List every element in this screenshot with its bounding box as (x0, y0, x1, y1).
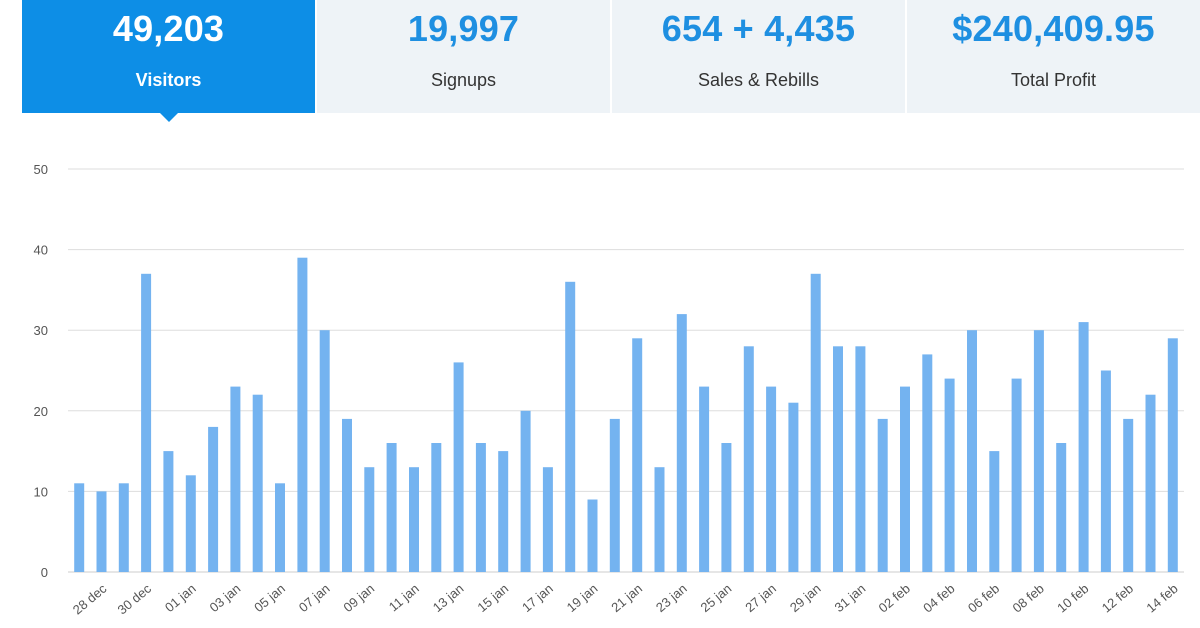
x-tick-label: 06 feb (965, 581, 1002, 616)
bar-09-feb[interactable] (1056, 443, 1067, 572)
x-tick-label: 02 feb (876, 581, 913, 616)
bar-04-feb[interactable] (944, 378, 955, 572)
bar-17-jan[interactable] (542, 467, 553, 572)
bar-08-feb[interactable] (1033, 330, 1044, 572)
bar-11-jan[interactable] (409, 467, 419, 572)
tab-sales-rebills-value: 654 + 4,435 (661, 8, 856, 49)
bar-30-jan[interactable] (833, 346, 843, 572)
x-tick-label: 05 jan (251, 581, 288, 615)
y-tick-label: 50 (34, 162, 48, 177)
bar-02-feb[interactable] (900, 386, 910, 572)
bar-30-dec[interactable] (141, 273, 152, 572)
x-tick-label: 19 jan (564, 581, 601, 615)
bar-27-dec[interactable] (74, 483, 85, 572)
bar-16-jan[interactable] (520, 410, 531, 572)
bar-10-feb[interactable] (1078, 322, 1089, 572)
x-tick-label: 07 jan (296, 581, 333, 615)
bar-28-jan[interactable] (788, 402, 799, 572)
x-tick-label: 10 feb (1054, 581, 1091, 616)
bar-28-dec[interactable] (96, 491, 107, 572)
tab-visitors[interactable]: 49,203 Visitors (22, 0, 315, 122)
bar-09-jan[interactable] (364, 467, 375, 572)
bar-18-jan[interactable] (565, 281, 576, 572)
x-tick-label: 04 feb (920, 581, 957, 616)
bar-01-feb[interactable] (877, 418, 888, 572)
metric-tabs: 49,203 Visitors 19,997 Signups 654 + 4,4… (22, 0, 1200, 122)
tab-visitors-value: 49,203 (112, 8, 225, 49)
bar-24-jan[interactable] (699, 386, 710, 572)
y-tick-label: 30 (34, 323, 48, 338)
bar-21-jan[interactable] (632, 338, 643, 572)
bar-03-jan[interactable] (230, 386, 241, 572)
tab-sales-rebills[interactable]: 654 + 4,435 Sales & Rebills (612, 0, 905, 113)
bar-12-feb[interactable] (1123, 418, 1134, 572)
bar-27-jan[interactable] (766, 386, 777, 572)
x-tick-label: 11 jan (386, 581, 422, 615)
x-tick-label: 03 jan (207, 581, 244, 615)
y-tick-label: 20 (34, 404, 48, 419)
tab-signups-value: 19,997 (407, 8, 520, 49)
x-tick-label: 13 jan (430, 581, 467, 615)
x-tick-label: 23 jan (653, 581, 690, 615)
tab-signups-label: Signups (430, 70, 497, 90)
bar-07-jan[interactable] (319, 330, 330, 572)
bar-12-jan[interactable] (431, 443, 442, 572)
x-tick-label: 29 jan (787, 581, 824, 615)
x-tick-label: 12 feb (1099, 581, 1136, 616)
visitors-bar-chart: 0 10 20 30 40 50 28 dec 30 dec 01 jan 03 jan 05 ja… (34, 162, 1184, 617)
x-tick-label: 28 dec (70, 580, 110, 617)
bar-20-jan[interactable] (609, 418, 620, 572)
bar-14-feb[interactable] (1167, 338, 1178, 572)
bar-26-jan[interactable] (743, 346, 754, 572)
bar-29-jan[interactable] (810, 273, 821, 572)
bar-13-jan[interactable] (453, 362, 464, 572)
y-tick-label: 40 (34, 243, 48, 258)
bar-10-jan[interactable] (386, 443, 397, 572)
x-tick-label: 14 feb (1143, 581, 1180, 616)
y-tick-label: 0 (41, 565, 48, 580)
x-tick-label: 21 jan (608, 581, 645, 615)
bar-19-jan[interactable] (587, 499, 598, 573)
tab-total-profit-label: Total Profit (1010, 70, 1097, 90)
tab-total-profit-value: $240,409.95 (952, 8, 1155, 49)
bar-06-jan[interactable] (297, 257, 308, 572)
tab-sales-rebills-label: Sales & Rebills (697, 70, 820, 90)
tab-signups[interactable]: 19,997 Signups (317, 0, 610, 113)
bar-25-jan[interactable] (721, 443, 732, 572)
bar-31-dec[interactable] (163, 451, 174, 572)
bar-15-jan[interactable] (498, 451, 509, 572)
bar-02-jan[interactable] (208, 426, 219, 572)
y-tick-label: 10 (34, 484, 48, 499)
bar-06-feb[interactable] (989, 451, 1000, 572)
bar-04-jan[interactable] (252, 394, 263, 572)
x-tick-label: 01 jan (162, 581, 199, 615)
bar-01-jan[interactable] (185, 475, 196, 572)
bar-14-jan[interactable] (475, 443, 486, 572)
x-tick-label: 25 jan (698, 581, 735, 615)
tab-visitors-label: Visitors (135, 70, 202, 90)
tab-total-profit[interactable]: $240,409.95 Total Profit (907, 0, 1200, 113)
x-tick-label: 27 jan (742, 581, 779, 615)
bar-29-dec[interactable] (118, 483, 129, 572)
bar-05-feb[interactable] (967, 330, 977, 572)
bar-22-jan[interactable] (654, 467, 665, 572)
x-tick-label: 08 feb (1010, 581, 1047, 616)
bar-11-feb[interactable] (1100, 370, 1111, 573)
bar-31-jan[interactable] (855, 346, 866, 572)
bar-05-jan[interactable] (275, 483, 285, 572)
bar-08-jan[interactable] (342, 418, 352, 572)
x-tick-label: 09 jan (340, 581, 377, 615)
x-tick-label: 31 jan (832, 581, 869, 615)
bar-13-feb[interactable] (1145, 394, 1156, 572)
x-tick-label: 30 dec (114, 580, 154, 617)
bar-07-feb[interactable] (1011, 378, 1022, 572)
x-tick-label: 15 jan (474, 581, 511, 615)
x-tick-label: 17 jan (519, 581, 556, 615)
bar-03-feb[interactable] (922, 354, 933, 572)
bar-23-jan[interactable] (676, 314, 687, 572)
